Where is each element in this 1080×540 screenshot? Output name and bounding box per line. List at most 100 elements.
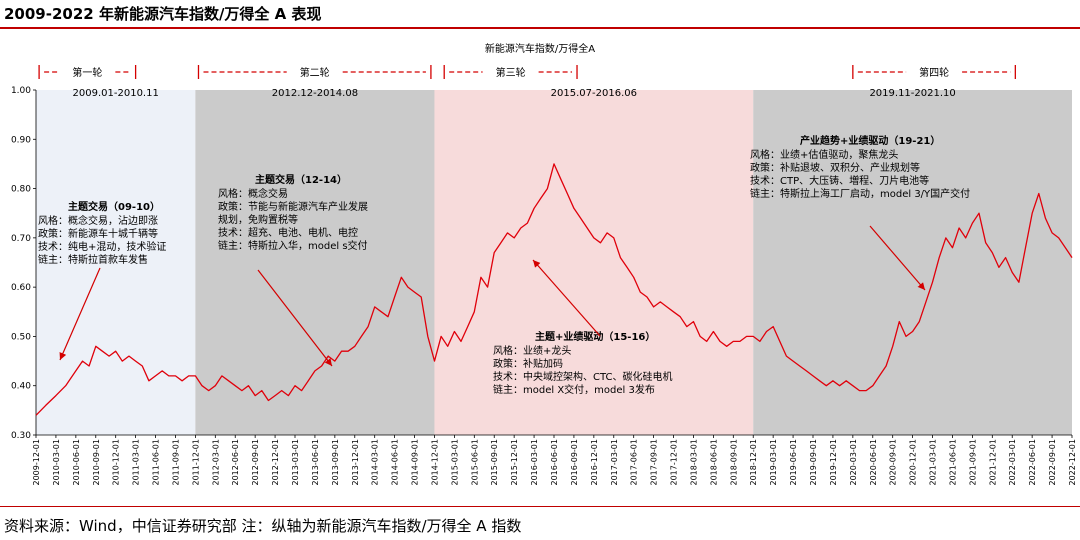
x-tick-label: 2012-06-01 — [231, 439, 240, 486]
report-header: 2009-2022 年新能源汽车指数/万得全 A 表现 — [0, 0, 1080, 29]
annotation-arrow-2 — [257, 269, 333, 367]
annotation-line: 规划，免购置税等 — [218, 213, 298, 226]
annotation-title-1: 主题交易（09-10） — [68, 200, 160, 213]
x-tick-label: 2018-09-01 — [729, 439, 738, 486]
phase-band-4 — [753, 90, 1072, 435]
x-tick-label: 2021-09-01 — [968, 439, 977, 486]
annotation-line: 政策：节能与新能源汽车产业发展 — [218, 200, 368, 213]
report-footer: 资料来源：Wind，中信证券研究部 注：纵轴为新能源汽车指数/万得全 A 指数 — [0, 506, 1080, 540]
series-line-1 — [35, 163, 1073, 416]
y-tick-label: 0.60 — [11, 283, 31, 293]
x-tick-label: 2022-09-01 — [1048, 439, 1057, 486]
annotation-line: 风格：概念交易，沾边即涨 — [38, 214, 158, 227]
x-tick-label: 2012-03-01 — [211, 439, 220, 486]
x-tick-label: 2009-12-01 — [32, 439, 41, 486]
x-tick-label: 2019-06-01 — [789, 439, 798, 486]
header-rule — [0, 27, 1080, 29]
annotation-line: 风格：业绩+龙头 — [493, 344, 571, 357]
x-tick-label: 2012-12-01 — [271, 439, 280, 486]
axes: 0.30 0.40 0.50 0.60 0.70 0.80 0.90 1.00 2009-12-… — [11, 86, 1077, 486]
phase-period-label-1: 2009.01-2010.11 — [73, 88, 159, 99]
annotation-line: 政策：新能源车十城千辆等 — [38, 227, 158, 240]
y-tick-label: 0.50 — [11, 332, 31, 342]
x-tick-label: 2017-03-01 — [610, 439, 619, 486]
x-tick-label: 2015-03-01 — [450, 439, 459, 486]
annotation-line: 链主：特斯拉首款车发售 — [38, 253, 148, 266]
x-tick-label: 2017-06-01 — [630, 439, 639, 486]
x-tick-label: 2014-12-01 — [430, 439, 439, 486]
annotation-line: 链主：特斯拉上海工厂启动，model 3/Y国产交付 — [750, 187, 970, 200]
annotation-arrow-4 — [869, 225, 926, 291]
x-tick-label: 2012-09-01 — [251, 439, 260, 486]
phase-band-1 — [36, 90, 196, 435]
source-note: 资料来源：Wind，中信证券研究部 注：纵轴为新能源汽车指数/万得全 A 指数 — [4, 517, 522, 535]
annotation-title-3: 主题+业绩驱动（15-16） — [535, 330, 655, 343]
x-tick-label: 2010-03-01 — [52, 439, 61, 486]
x-tick-label: 2020-12-01 — [909, 439, 918, 486]
x-tick-label: 2022-06-01 — [1028, 439, 1037, 486]
annotation-line: 风格：业绩+估值驱动，聚焦龙头 — [750, 148, 898, 161]
y-tick-label: 0.40 — [11, 382, 31, 392]
annotation-line: 技术：CTP、大压铸、増程、刀片电池等 — [750, 174, 929, 187]
x-tick-label: 2017-09-01 — [650, 439, 659, 486]
x-tick-label: 2019-03-01 — [769, 439, 778, 486]
x-tick-label: 2021-12-01 — [988, 439, 997, 486]
annotation-line: 链主：model X交付，model 3发布 — [493, 383, 655, 396]
figure-title: 2009-2022 年新能源汽车指数/万得全 A 表现 — [4, 5, 322, 23]
x-tick-label: 2022-12-01 — [1068, 439, 1077, 486]
round-label-1: 第一轮 — [72, 66, 102, 79]
annotation-line: 风格：概念交易 — [218, 187, 288, 200]
phase-period-label-3: 2015.07-2016.06 — [551, 88, 637, 99]
x-tick-label: 2018-06-01 — [709, 439, 718, 486]
x-tick-label: 2014-09-01 — [411, 439, 420, 486]
x-tick-label: 2020-06-01 — [869, 439, 878, 486]
x-tick-label: 2019-12-01 — [829, 439, 838, 486]
annotation-arrow-3 — [532, 259, 601, 337]
series-layer — [35, 163, 1073, 416]
phase-period-label-2: 2012.12-2014.08 — [272, 88, 358, 99]
x-tick-label: 2014-06-01 — [391, 439, 400, 486]
phase-period-label-4: 2019.11-2021.10 — [869, 88, 955, 99]
annotation-line: 技术：超充、电池、电机、电控 — [218, 226, 358, 239]
x-tick-label: 2011-09-01 — [171, 439, 180, 486]
x-tick-label: 2010-09-01 — [92, 439, 101, 486]
annotation-title-4: 产业趋势+业绩驱动（19-21） — [800, 134, 940, 147]
round-label-4: 第四轮 — [919, 66, 949, 79]
x-tick-label: 2020-09-01 — [889, 439, 898, 486]
x-tick-label: 2018-03-01 — [689, 439, 698, 486]
x-tick-label: 2018-12-01 — [749, 439, 758, 486]
chart-title: 新能源汽车指数/万得全A — [485, 42, 595, 55]
x-tick-label: 2013-12-01 — [351, 439, 360, 486]
x-tick-label: 2013-06-01 — [311, 439, 320, 486]
x-tick-label: 2021-03-01 — [929, 439, 938, 486]
footer-rule — [0, 506, 1080, 507]
x-tick-label: 2011-03-01 — [132, 439, 141, 486]
y-tick-label: 0.30 — [11, 431, 31, 441]
x-tick-label: 2014-03-01 — [371, 439, 380, 486]
x-tick-label: 2013-09-01 — [331, 439, 340, 486]
y-tick-label: 1.00 — [11, 86, 31, 96]
x-tick-label: 2016-12-01 — [590, 439, 599, 486]
x-tick-label: 2021-06-01 — [948, 439, 957, 486]
annotations: 主题交易（09-10）风格：概念交易，沾边即涨政策：新能源车十城千辆等技术：纯电… — [38, 134, 970, 396]
annotation-line: 政策：补贴加码 — [493, 357, 563, 370]
x-tick-label: 2016-03-01 — [530, 439, 539, 486]
round-label-3: 第三轮 — [496, 66, 526, 79]
x-tick-label: 2019-09-01 — [809, 439, 818, 486]
x-tick-label: 2017-12-01 — [670, 439, 679, 486]
annotation-line: 链主：特斯拉入华，model s交付 — [218, 239, 368, 252]
round-label-2: 第二轮 — [300, 66, 330, 79]
x-tick-label: 2011-06-01 — [152, 439, 161, 486]
x-tick-label: 2011-12-01 — [191, 439, 200, 486]
annotation-arrow-1 — [59, 267, 101, 361]
phase-band-2 — [195, 90, 435, 435]
annotation-line: 政策：补贴退坡、双积分、产业规划等 — [750, 161, 920, 174]
phase-bands: 2009.01-2010.11 2012.12-2014.08 2015.07-20… — [36, 88, 1072, 435]
x-tick-label: 2022-03-01 — [1008, 439, 1017, 486]
index-ratio-chart: 2009.01-2010.11 2012.12-2014.08 2015.07-20… — [11, 42, 1077, 486]
x-tick-label: 2015-12-01 — [510, 439, 519, 486]
x-tick-label: 2015-06-01 — [470, 439, 479, 486]
round-markers: 第一轮 第二轮 第三轮 第四轮 — [38, 65, 1016, 79]
annotation-line: 技术：纯电+混动，技术验证 — [38, 240, 166, 253]
y-tick-label: 0.90 — [11, 135, 31, 145]
